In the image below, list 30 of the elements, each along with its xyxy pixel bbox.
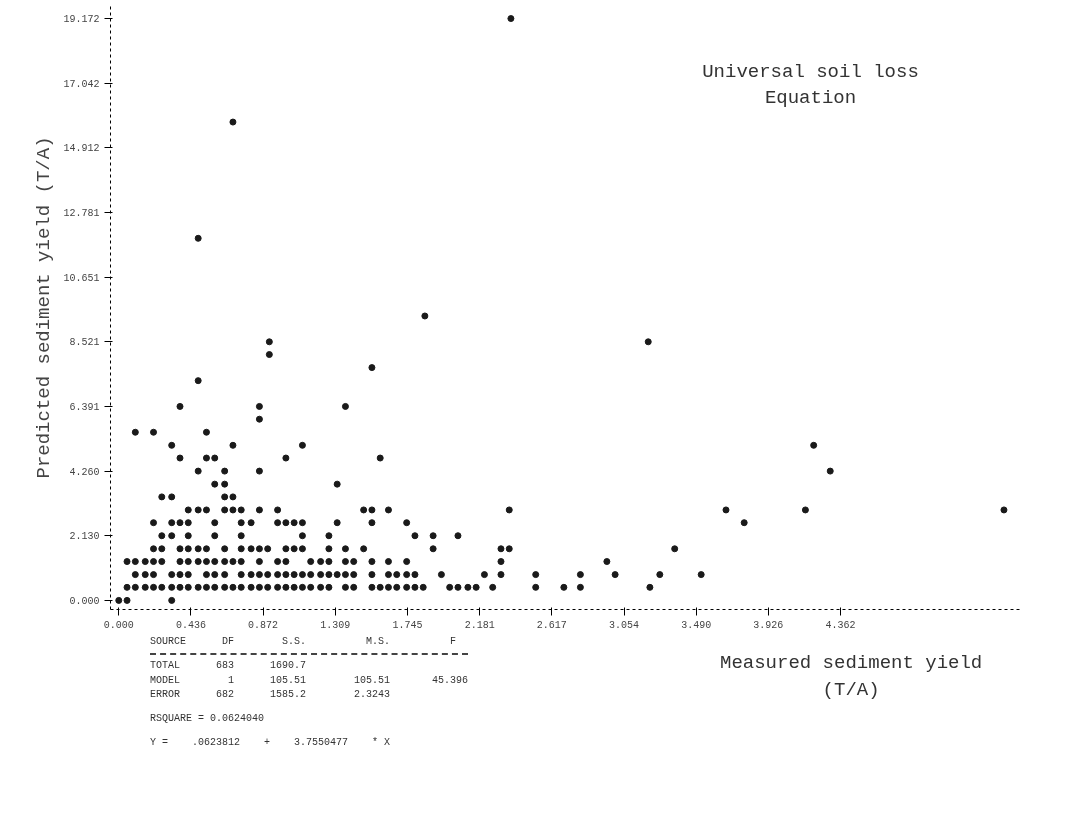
y-tick-label: 17.042 [63,78,100,90]
y-tick-label: 4.260 [69,466,100,478]
y-tick-label: 14.912 [63,143,100,155]
x-tick-label: 3.926 [753,619,784,631]
y-tick-label: 6.391 [69,401,100,413]
y-tick-label: 8.521 [69,337,100,349]
x-tick-label: 3.054 [609,619,640,631]
text: MODEL 1 105.51 105.51 45.396 [150,673,469,688]
y-tick-label: 12.781 [63,207,100,219]
x-tick-label: 0.000 [103,619,134,631]
x-tick-label: 0.872 [248,619,279,631]
text: TOTAL 683 1690.7 [150,659,308,674]
x-tick-label: 1.745 [392,619,423,631]
y-axis-title: Predicted sediment yield (T/A) [33,136,56,479]
text: RSQUARE = 0.0624040 [150,712,266,727]
text: Universal soil loss Equation [702,61,919,110]
source-note: SOURCE DF S.S. M.S. F [150,635,469,656]
x-tick-label: 2.617 [536,619,567,631]
x-tick-label: 1.309 [320,619,351,631]
x-tick-label: 4.362 [825,619,856,631]
x-tick-label: 2.181 [464,619,495,631]
text: Y = .0623812 + 3.7550477 * X [150,736,392,751]
y-tick-label: 10.651 [63,272,100,284]
y-tick-label: 2.130 [69,531,100,543]
y-tick-label: 0.000 [69,595,100,607]
x-tick-label: 0.436 [175,619,206,631]
y-tick-label: 19.172 [63,13,100,25]
x-tick-label: 3.490 [681,619,712,631]
text: ERROR 682 1585.2 2.3243 [150,687,392,702]
x-axis-title: Measured sediment yield (T/A) [720,651,983,704]
